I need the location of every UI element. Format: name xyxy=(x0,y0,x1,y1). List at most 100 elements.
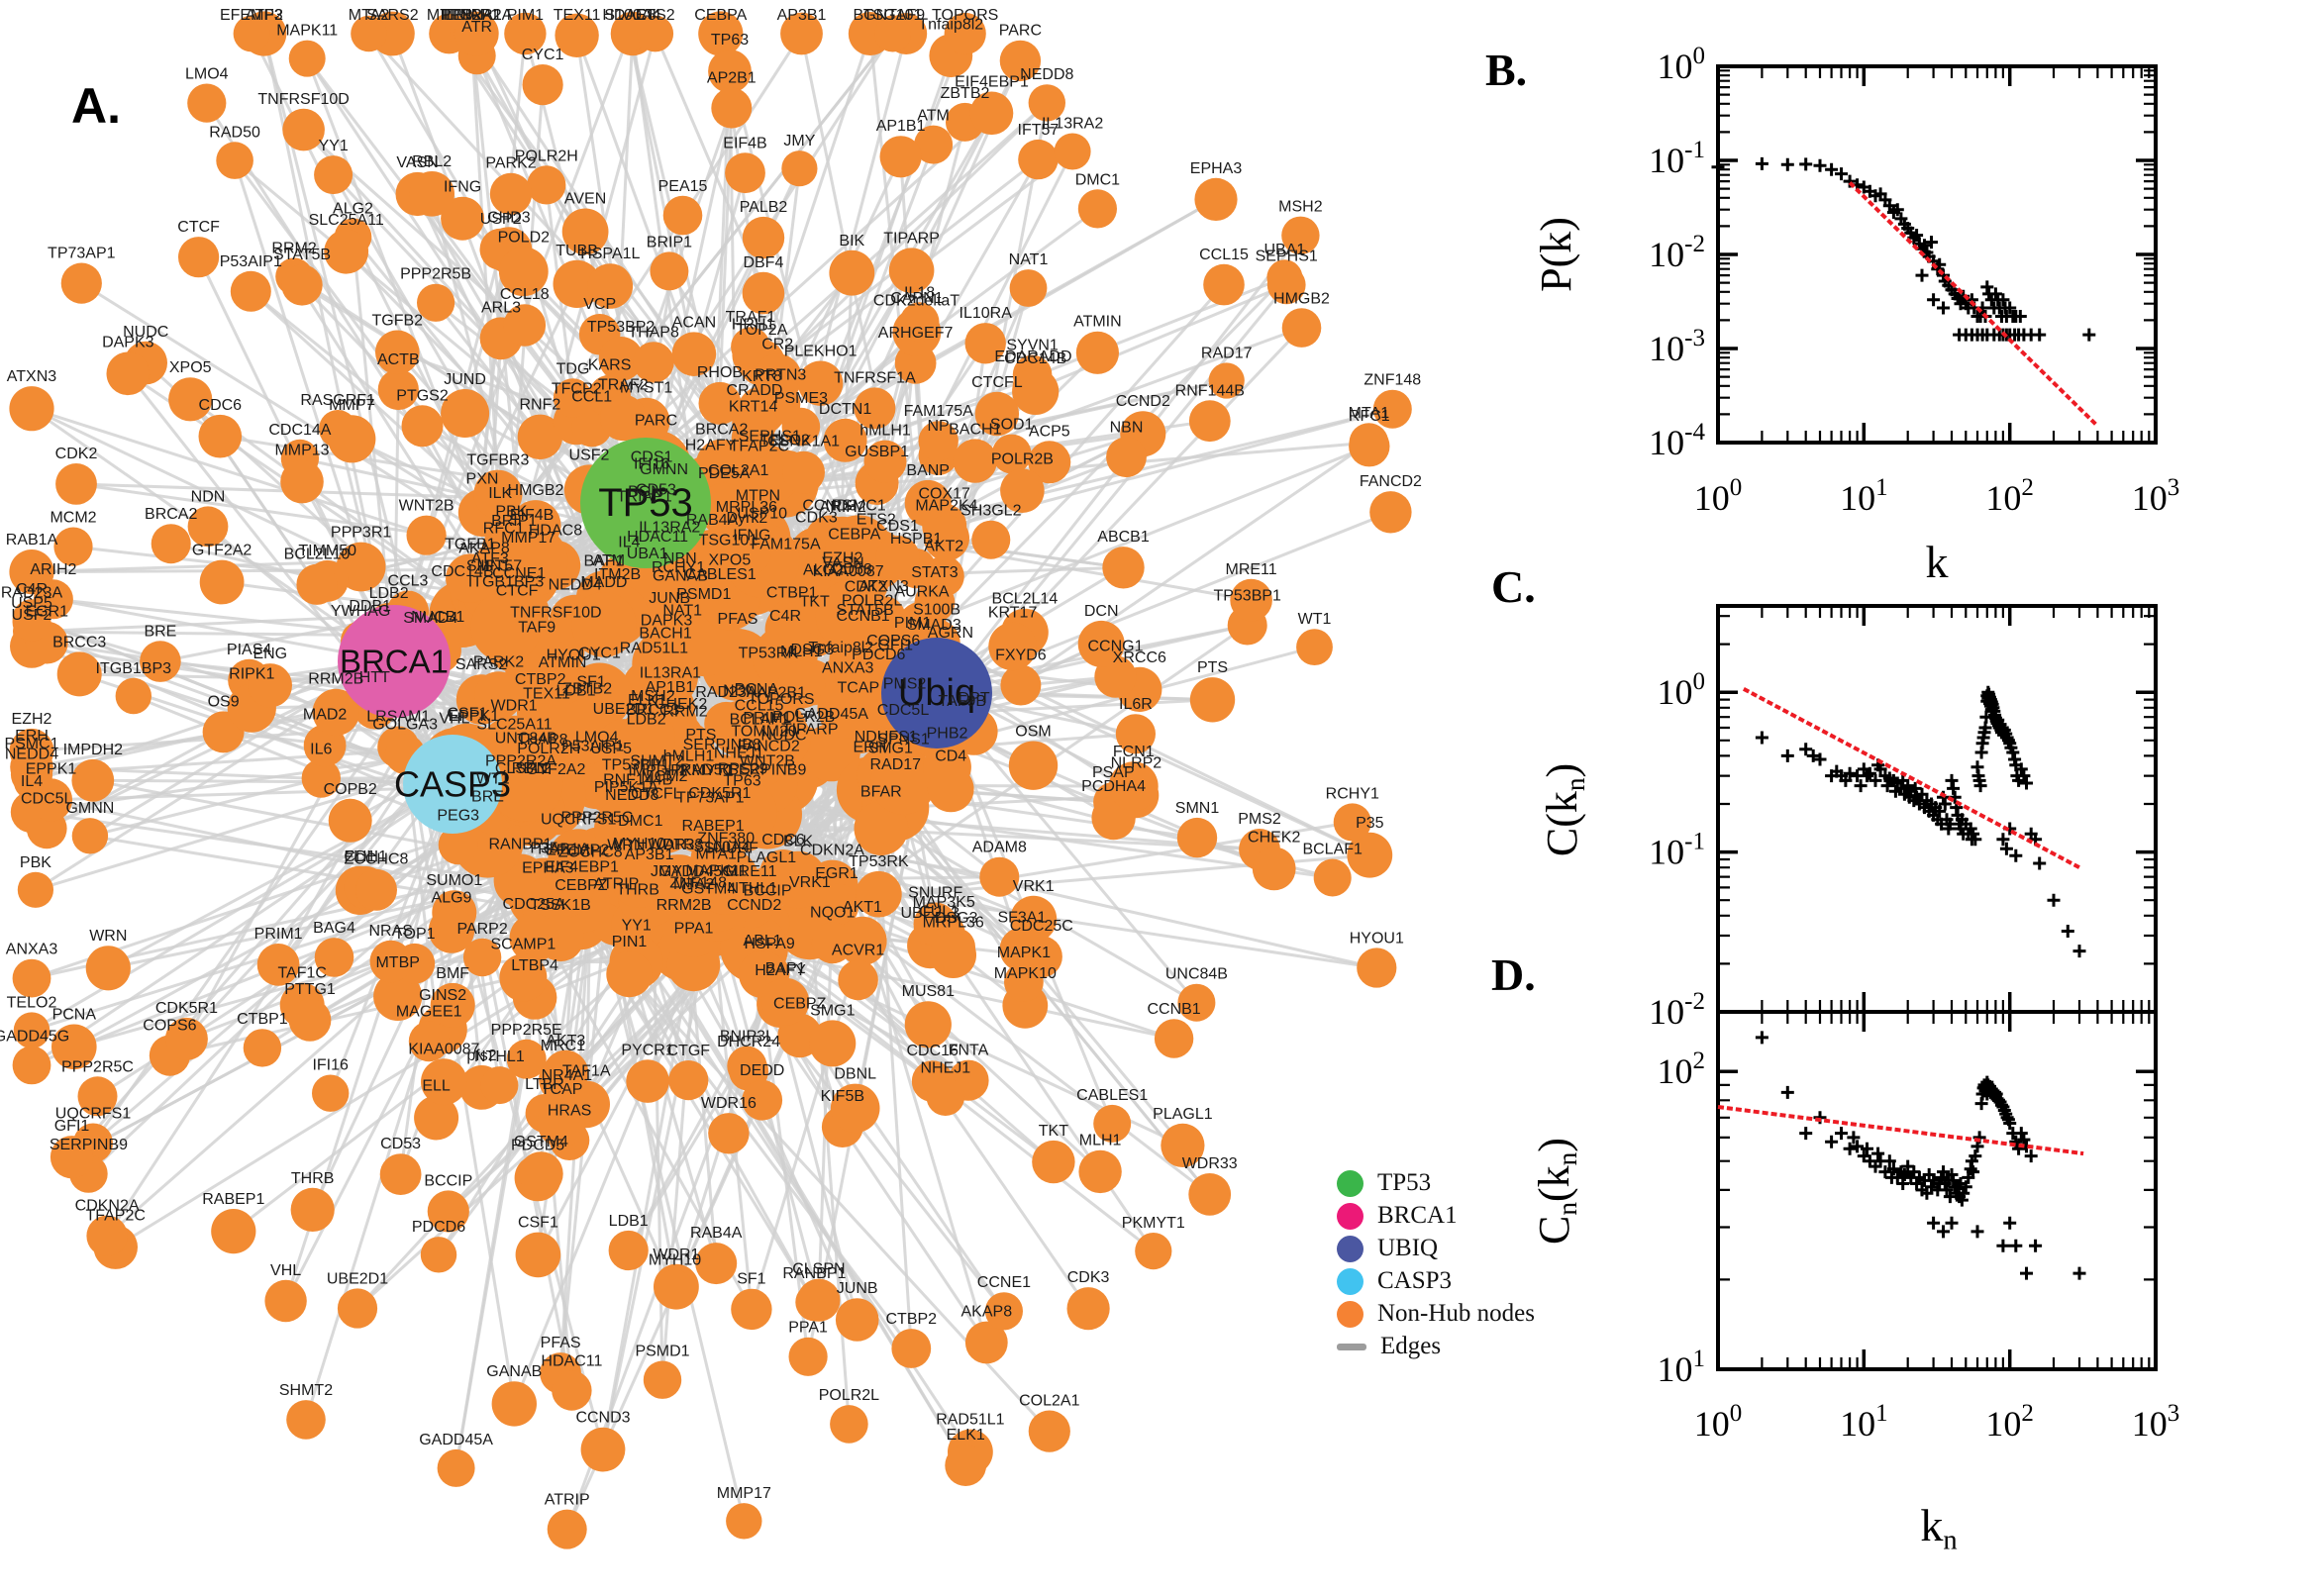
gene-label: POLD2 xyxy=(498,229,551,246)
gene-label: CHEK2 xyxy=(655,696,707,713)
gene-label: PPA1 xyxy=(674,921,714,938)
gene-label: FANCD2 xyxy=(738,738,800,754)
y-tick-labels: 100 10-1 10-2 xyxy=(1649,668,1705,1032)
gene-label: FNTA xyxy=(949,1043,989,1059)
gene-label: ENG xyxy=(252,646,287,662)
gene-label: COPS6 xyxy=(143,1018,196,1035)
legend-item-ubiq: UBIQ xyxy=(1337,1235,1535,1262)
network-node xyxy=(1252,847,1296,891)
tick-label: 10-2 xyxy=(1649,231,1705,274)
gene-label: ATXN3 xyxy=(858,578,908,595)
network-node xyxy=(198,414,243,458)
gene-label: DBNL xyxy=(834,1066,876,1083)
gene-label: RAB4A xyxy=(686,512,739,529)
tick-label: 10-4 xyxy=(1649,419,1705,462)
network-node xyxy=(598,337,644,381)
gene-label: TP53RK xyxy=(739,645,799,661)
gene-label: ALG2 xyxy=(803,562,844,579)
network-node xyxy=(699,754,745,800)
gene-label: BRCA2 xyxy=(695,422,748,439)
gene-label: PSMD1 xyxy=(676,586,731,603)
gene-label: WT1 xyxy=(476,771,510,788)
network-node xyxy=(984,1292,1023,1331)
gene-label: VHL xyxy=(439,710,469,727)
gene-label: S100A4 xyxy=(694,840,751,856)
network-node xyxy=(312,688,359,737)
gene-label: MMP17 xyxy=(501,530,556,547)
gene-label: P53AIP1 xyxy=(220,253,282,270)
gene-label: CLSPN xyxy=(792,1261,845,1278)
network-node xyxy=(328,415,376,463)
legend-item-tp53: TP53 xyxy=(1337,1169,1535,1197)
gene-label: BRCC3 xyxy=(52,634,106,650)
gene-label: TAF9 xyxy=(887,7,925,24)
network-node xyxy=(1093,1104,1132,1143)
gene-label: POLR2B xyxy=(772,709,835,726)
gene-label: SMAD3 xyxy=(907,617,961,634)
network-node xyxy=(825,515,893,583)
gene-label: GANAB xyxy=(653,568,708,585)
network-node xyxy=(1357,948,1397,988)
gene-label: SLC25A11 xyxy=(476,716,552,733)
gene-label: PMS2 xyxy=(1238,811,1281,828)
gene-label: CAPN1 xyxy=(890,290,943,307)
gene-label: SARS2 xyxy=(455,656,508,673)
y-axis-label: Cn(kn) xyxy=(1530,1138,1582,1245)
gene-label: EPHA3 xyxy=(1190,160,1243,177)
gene-label: CTCF xyxy=(496,583,539,600)
gene-label: CDC5L xyxy=(877,702,930,719)
network-node xyxy=(503,304,547,347)
x-axis-label: kn xyxy=(1920,1500,1957,1555)
gene-label: KIF5B xyxy=(821,1088,864,1105)
gene-label: LDB1 xyxy=(556,683,595,700)
gene-label: USP10 xyxy=(737,505,787,522)
gene-label: BRCC3 xyxy=(626,702,679,719)
gene-label: TP73AP1 xyxy=(676,790,745,807)
gene-label: CCL3 xyxy=(388,573,429,590)
gene-label: PBK xyxy=(20,854,51,871)
gene-label: UBE2D1 xyxy=(593,701,655,718)
gene-label: WDR1 xyxy=(653,1247,699,1263)
network-node xyxy=(55,463,97,505)
gene-label: SOD1 xyxy=(990,417,1034,434)
gene-label: NDUFS1 xyxy=(855,729,918,746)
gene-label: ITGB1BP3 xyxy=(468,574,545,591)
gene-label: NBN xyxy=(663,550,697,567)
network-node xyxy=(1075,331,1119,374)
gene-label: USP5 xyxy=(590,741,632,757)
gene-label: MMP13 xyxy=(274,443,329,459)
gene-label: EZH2 xyxy=(822,550,862,567)
network-node xyxy=(668,1060,709,1101)
gene-label: FAM175A xyxy=(751,537,821,553)
gene-label: ERH xyxy=(15,728,49,745)
gene-label: IFNG xyxy=(733,528,770,545)
network-node xyxy=(1009,269,1048,307)
network-node xyxy=(1208,362,1245,399)
network-node xyxy=(797,1278,841,1322)
gene-label: CRADD xyxy=(727,382,783,399)
network-node xyxy=(324,229,369,274)
network-node xyxy=(1135,1233,1172,1270)
gene-label: TOPORS xyxy=(932,7,998,24)
network-node xyxy=(414,1095,459,1141)
network-node xyxy=(168,377,213,422)
gene-label: WRN xyxy=(607,838,645,854)
gene-label: KRT17 xyxy=(988,605,1038,622)
gene-label: WRN xyxy=(89,928,127,945)
gene-label: RRM2B xyxy=(308,671,363,688)
network-node xyxy=(611,15,648,52)
network-node xyxy=(555,13,599,57)
gene-label: TAF1A xyxy=(562,1063,611,1080)
gene-label: MTA2 xyxy=(673,876,715,893)
gene-label: JMY xyxy=(783,133,815,150)
gene-label: MMP7 xyxy=(329,397,374,414)
network-node xyxy=(870,748,937,815)
gene-label: BCLAF1 xyxy=(730,712,790,729)
y-tick-labels: 100 10-1 10-2 10-3 10-4 xyxy=(1649,43,1705,462)
network-node xyxy=(421,1058,467,1106)
network-canvas: TP53 BRCA1 Ubiq CASP3 TP53RK KIAA0087 THAP8 CDC… xyxy=(0,7,1422,1549)
gene-label: PSMC1 xyxy=(832,497,886,514)
gene-label: LDB2 xyxy=(627,711,666,728)
gene-label: PDCD6 xyxy=(852,647,905,663)
gene-label: CD53 xyxy=(380,1136,421,1152)
